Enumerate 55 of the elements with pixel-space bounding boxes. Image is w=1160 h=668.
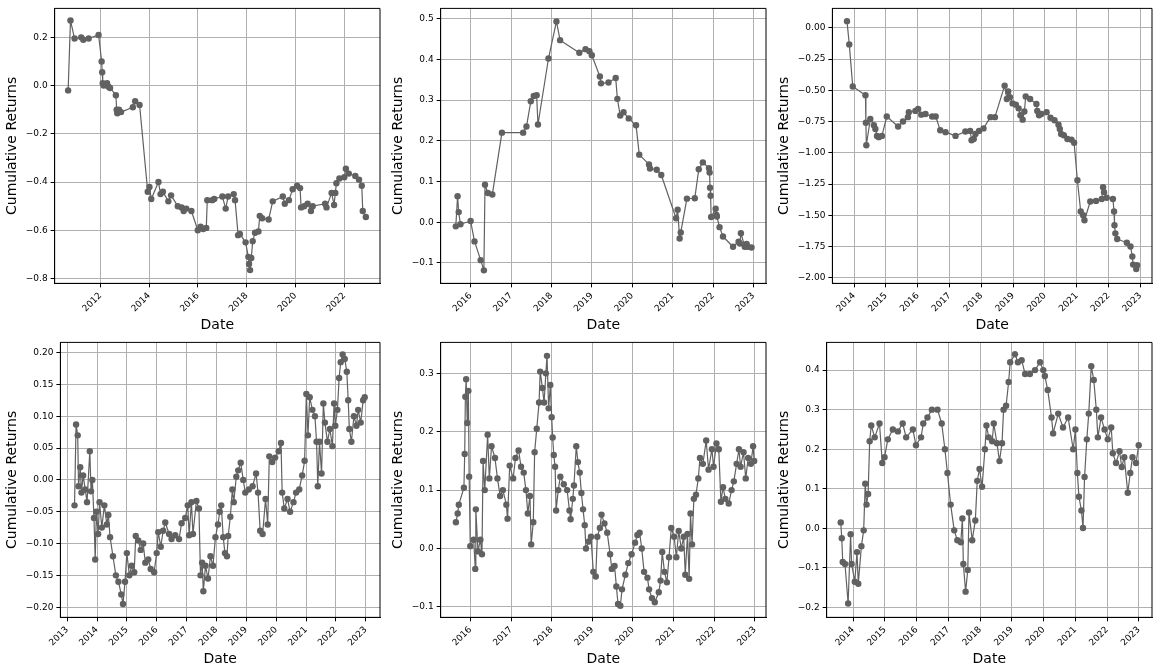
- y-tick-label: 0.2: [805, 443, 820, 454]
- x-axis-title: Date: [200, 316, 235, 333]
- y-tick-label: 0.1: [805, 483, 820, 494]
- y-tick-label: −0.25: [797, 53, 826, 64]
- y-axis-title: Cumulative Returns: [389, 76, 406, 215]
- y-tick-label: 0.00: [805, 22, 826, 33]
- y-tick-label: −0.20: [25, 601, 54, 612]
- y-axis-title: Cumulative Returns: [3, 76, 20, 215]
- y-tick-label: 0.0: [805, 522, 820, 533]
- y-tick-label: 0.5: [419, 12, 434, 23]
- y-tick-label: −1.00: [797, 147, 826, 158]
- y-tick-label: 0.0: [33, 79, 48, 90]
- y-tick-label: −0.2: [797, 601, 820, 612]
- y-tick-label: −0.6: [25, 224, 48, 235]
- y-tick-label: 0.4: [805, 364, 820, 375]
- y-tick-label: 0.2: [33, 31, 48, 42]
- y-axis-title: Cumulative Returns: [775, 410, 792, 549]
- y-tick-label: 0.05: [33, 442, 54, 453]
- y-axis-title: Cumulative Returns: [3, 410, 20, 549]
- y-tick-label: −0.4: [25, 176, 48, 187]
- y-tick-label: 0.2: [419, 426, 434, 437]
- y-tick-label: −1.75: [797, 240, 826, 251]
- y-axis-title: Cumulative Returns: [775, 76, 792, 215]
- y-tick-label: −0.8: [25, 272, 48, 283]
- y-tick-label: −1.25: [797, 178, 826, 189]
- x-axis-title: Date: [586, 316, 621, 333]
- y-tick-label: −0.10: [25, 537, 54, 548]
- y-tick-label: 0.20: [33, 346, 54, 357]
- y-tick-label: −0.1: [797, 562, 820, 573]
- x-axis-title: Date: [586, 650, 621, 667]
- y-tick-label: 0.1: [419, 175, 434, 186]
- y-tick-label: −0.75: [797, 115, 826, 126]
- y-tick-label: 0.1: [419, 484, 434, 495]
- x-axis-title: Date: [975, 316, 1009, 333]
- y-tick-label: 0.2: [419, 135, 434, 146]
- y-tick-label: 0.10: [33, 410, 54, 421]
- y-tick-label: 0.3: [419, 94, 434, 105]
- y-tick-label: −0.05: [25, 506, 54, 517]
- y-tick-label: 0.3: [419, 367, 434, 378]
- y-tick-label: −1.50: [797, 209, 826, 220]
- y-tick-label: −0.1: [411, 601, 434, 612]
- y-tick-label: 0.00: [33, 474, 54, 485]
- y-tick-label: 0.0: [419, 542, 434, 553]
- y-tick-label: −0.50: [797, 84, 826, 95]
- x-axis-title: Date: [203, 650, 237, 667]
- y-tick-label: 0.3: [805, 404, 820, 414]
- y-tick-label: −0.1: [411, 257, 434, 268]
- y-tick-label: −0.2: [25, 128, 48, 139]
- y-tick-label: −0.15: [25, 569, 54, 580]
- x-axis-title: Date: [972, 650, 1007, 667]
- y-tick-label: 0.0: [419, 216, 434, 227]
- y-tick-label: 0.15: [33, 378, 54, 389]
- y-axis-title: Cumulative Returns: [389, 410, 406, 549]
- y-tick-label: −2.00: [797, 272, 826, 283]
- y-tick-label: 0.4: [419, 53, 434, 64]
